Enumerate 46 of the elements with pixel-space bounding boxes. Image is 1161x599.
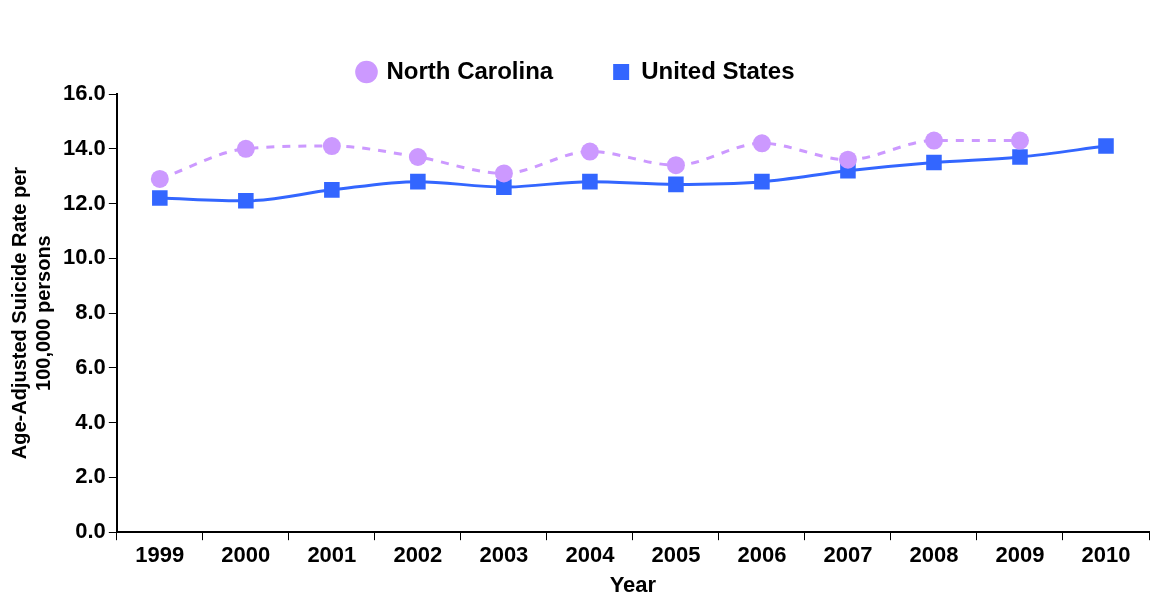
point (1012, 149, 1028, 165)
point (926, 154, 942, 171)
y-tick-label: 16.0 (62, 80, 106, 106)
point (238, 193, 254, 209)
point (322, 137, 341, 156)
x-tick-label: 2000 (221, 542, 271, 568)
x-tick-label: 2001 (307, 542, 357, 568)
x-tick-label: 2007 (823, 542, 873, 568)
x-tick-label: 2008 (909, 542, 959, 568)
x-tick-label: 2005 (651, 542, 701, 568)
point (1098, 138, 1114, 154)
point (838, 150, 857, 169)
y-tick-label: 10.0 (62, 244, 106, 270)
point (152, 190, 168, 206)
y-tick-label: 12.0 (62, 189, 106, 215)
x-axis-title: Year (609, 571, 657, 597)
x-tick-label: 2010 (1081, 542, 1131, 568)
y-tick-label: 6.0 (75, 353, 106, 379)
x-tick-label: 2003 (479, 542, 529, 568)
x-tick-label: 2002 (393, 542, 443, 568)
x-tick-label: 2006 (737, 542, 787, 568)
point (410, 173, 426, 190)
y-tick-label: 4.0 (75, 408, 106, 434)
point (582, 173, 598, 190)
y-tick-label: 8.0 (75, 299, 106, 325)
x-tick-label: 1999 (135, 542, 185, 568)
point (580, 142, 599, 161)
y-axis-title: Age-Adjusted Suicide Rate per 100,000 persons (7, 166, 54, 460)
point (408, 147, 427, 166)
point (924, 131, 943, 150)
point (150, 169, 169, 188)
point (666, 156, 685, 175)
point (1010, 131, 1029, 150)
legend-label: United States (641, 56, 795, 84)
x-tick-label: 2004 (565, 542, 616, 568)
point (494, 164, 513, 183)
legend-label: North Carolina (386, 56, 554, 84)
y-tick-label: 0.0 (75, 518, 106, 544)
point (752, 134, 771, 153)
point (324, 182, 340, 198)
point (754, 173, 770, 190)
point (236, 139, 255, 158)
point (668, 176, 684, 193)
y-tick-label: 14.0 (62, 134, 106, 160)
y-tick-label: 2.0 (75, 463, 106, 489)
x-tick-label: 2009 (995, 542, 1045, 568)
